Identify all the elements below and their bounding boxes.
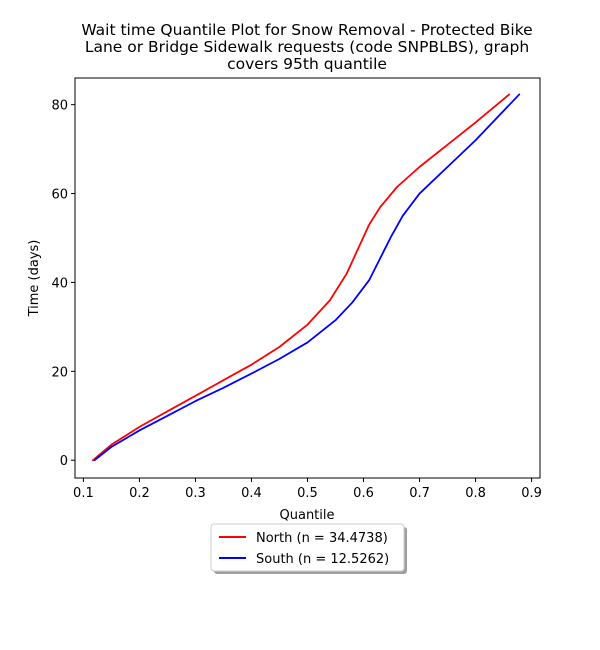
x-tick-label: 0.7 — [409, 486, 430, 501]
chart-title-line-2: Lane or Bridge Sidewalk requests (code S… — [85, 38, 529, 56]
legend-box — [210, 523, 405, 572]
x-tick-label: 0.5 — [297, 486, 318, 501]
y-tick-label: 40 — [51, 276, 68, 291]
x-axis-label: Quantile — [280, 508, 335, 523]
series-line-north — [92, 93, 511, 462]
y-axis-label: Time (days) — [27, 240, 42, 318]
x-tick-label: 0.4 — [241, 486, 262, 501]
x-tick-label: 0.8 — [465, 486, 486, 501]
x-tick-label: 0.2 — [129, 486, 150, 501]
y-tick-label: 60 — [51, 188, 68, 203]
plot-area: 0.1 0.2 0.3 0.4 0.5 0.6 0.7 0.8 0.9 0 20 40 60 80 — [51, 77, 542, 501]
x-tick-label: 0.6 — [353, 486, 374, 501]
legend-label-north: North (n = 34.4738) — [256, 531, 388, 546]
chart-legend: North (n = 34.4738) South (n = 12.5262) — [210, 523, 407, 574]
series-line-south — [93, 93, 521, 462]
legend-label-south: South (n = 12.5262) — [256, 552, 389, 567]
y-tick-label: 0 — [60, 454, 68, 469]
x-tick-label: 0.1 — [73, 486, 94, 501]
x-tick-label: 0.3 — [185, 486, 206, 501]
y-tick-label: 80 — [51, 99, 68, 114]
chart-title-line-3: covers 95th quantile — [227, 55, 387, 73]
y-tick-label: 20 — [51, 365, 68, 380]
chart-title-line-1: Wait time Quantile Plot for Snow Removal… — [81, 21, 532, 39]
x-tick-label: 0.9 — [521, 486, 542, 501]
